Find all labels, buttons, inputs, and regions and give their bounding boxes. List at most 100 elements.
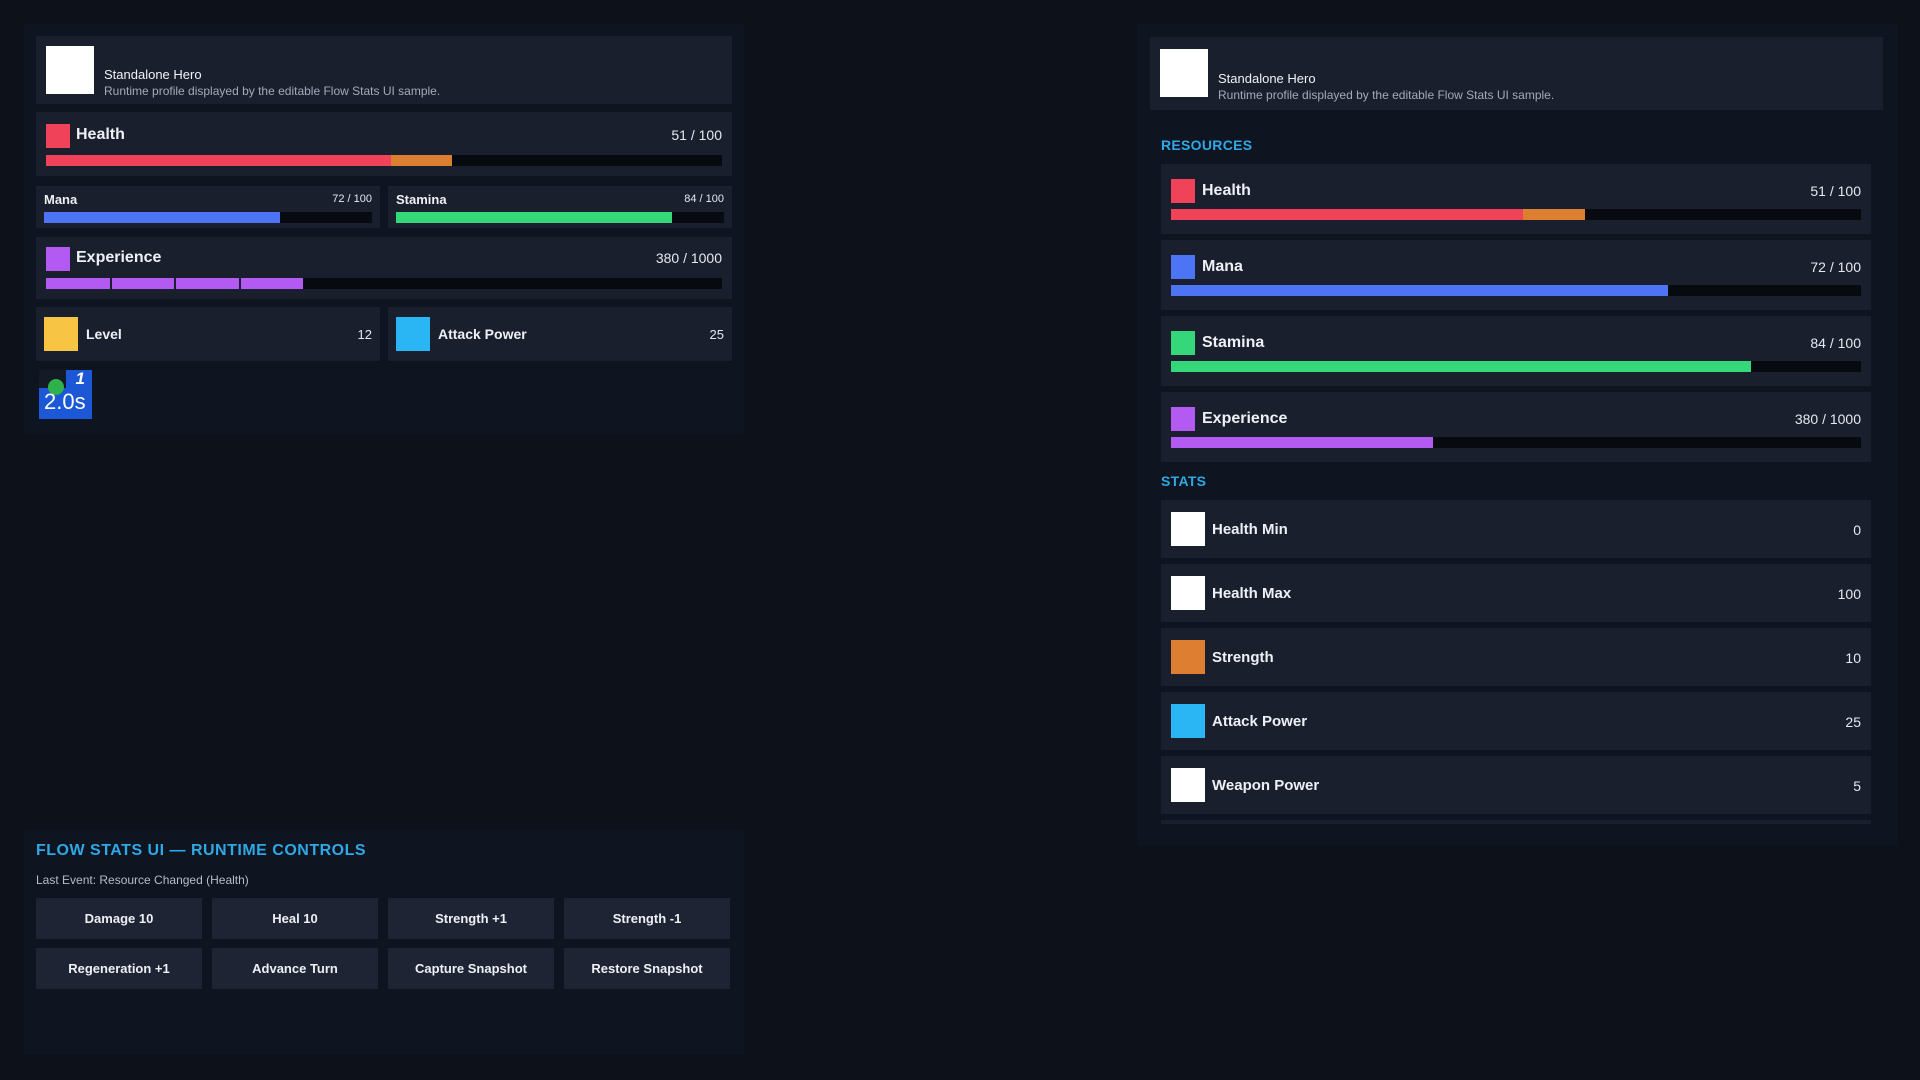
attack-power-icon <box>1171 704 1205 738</box>
compact-stats-panel: Standalone Hero Runtime profile displaye… <box>24 24 744 434</box>
experience-bar-segment-divider <box>110 278 113 289</box>
weapon-power-icon <box>1171 768 1205 802</box>
regeneration-icon <box>48 379 64 395</box>
capture-snapshot-button[interactable]: Capture Snapshot <box>388 948 554 989</box>
strength-decrease-button[interactable]: Strength -1 <box>564 898 730 939</box>
resource-bar-fill <box>1171 285 1668 296</box>
profile-description: Runtime profile displayed by the editabl… <box>104 84 441 98</box>
profile-header: Standalone Hero Runtime profile displaye… <box>36 36 732 104</box>
stat-row: Strength 10 <box>1161 628 1871 686</box>
health-max-icon <box>1171 576 1205 610</box>
mana-bar <box>44 212 372 223</box>
strength-icon <box>1171 640 1205 674</box>
mana-card: Mana 72 / 100 <box>36 186 380 228</box>
experience-icon <box>46 247 70 271</box>
avatar <box>46 46 94 94</box>
health-value: 51 / 100 <box>671 127 722 143</box>
mana-value: 72 / 100 <box>332 193 372 205</box>
health-bar-fill <box>46 155 391 166</box>
damage-button[interactable]: Damage 10 <box>36 898 202 939</box>
stamina-card: Stamina 84 / 100 <box>388 186 732 228</box>
resource-value: 51 / 100 <box>1810 183 1861 199</box>
stat-value: 25 <box>1845 714 1861 730</box>
health-icon <box>1171 179 1195 203</box>
resource-label: Health <box>1202 182 1251 199</box>
advance-turn-button[interactable]: Advance Turn <box>212 948 378 989</box>
resource-row: Stamina 84 / 100 <box>1161 316 1871 386</box>
stamina-label: Stamina <box>396 192 447 207</box>
profile-name: Standalone Hero <box>104 67 202 82</box>
resource-label: Mana <box>1202 258 1243 275</box>
stat-row: Weapon Power 5 <box>1161 756 1871 814</box>
mana-bar-fill <box>44 212 281 223</box>
stat-row: Health Min 0 <box>1161 500 1871 558</box>
resource-bar <box>1171 437 1861 448</box>
status-effect-badge[interactable]: 1 2.0s <box>39 370 92 419</box>
resource-bar <box>1171 361 1861 372</box>
badge-stack-count: 1 <box>75 370 85 388</box>
mana-icon <box>1171 255 1195 279</box>
resource-value: 72 / 100 <box>1810 259 1861 275</box>
experience-bar-segment-divider <box>238 278 241 289</box>
stat-row-clipped <box>1161 820 1871 824</box>
badge-duration: 2.0s <box>44 389 86 414</box>
stat-value: 10 <box>1845 650 1861 666</box>
stat-label: Attack Power <box>1212 713 1308 730</box>
resource-bar-fill <box>1171 209 1523 220</box>
detail-stats-panel: Standalone Hero Runtime profile displaye… <box>1137 24 1897 845</box>
resource-bar-fill <box>1171 437 1434 448</box>
stat-row: Health Max 100 <box>1161 564 1871 622</box>
attack-power-value: 25 <box>709 327 724 342</box>
stat-label: Strength <box>1212 649 1274 666</box>
health-bar-buff <box>390 155 452 166</box>
restore-snapshot-button[interactable]: Restore Snapshot <box>564 948 730 989</box>
resource-bar <box>1171 285 1861 296</box>
resource-bar-fill <box>1171 361 1751 372</box>
resource-bar <box>1171 209 1861 220</box>
stats-heading: STATS <box>1161 473 1207 489</box>
resource-bar-buff <box>1522 209 1585 220</box>
experience-label: Experience <box>76 249 162 266</box>
resources-heading: RESOURCES <box>1161 137 1253 153</box>
stat-label: Health Max <box>1212 585 1292 602</box>
health-card: Health 51 / 100 <box>36 112 732 176</box>
stamina-bar-fill <box>396 212 672 223</box>
stat-value: 0 <box>1853 522 1861 538</box>
level-icon <box>44 317 78 351</box>
resource-row: Experience 380 / 1000 <box>1161 392 1871 462</box>
stamina-bar <box>396 212 724 223</box>
attack-power-icon <box>396 317 430 351</box>
stat-value: 100 <box>1837 586 1861 602</box>
stat-row: Attack Power 25 <box>1161 692 1871 750</box>
detail-profile-name: Standalone Hero <box>1218 71 1316 86</box>
resource-label: Stamina <box>1202 334 1265 351</box>
experience-bar <box>46 278 722 289</box>
runtime-controls-panel: FLOW STATS UI — RUNTIME CONTROLS Last Ev… <box>24 830 744 1055</box>
stat-label: Health Min <box>1212 521 1288 538</box>
detail-profile-header: Standalone Hero Runtime profile displaye… <box>1150 37 1883 110</box>
heal-button[interactable]: Heal 10 <box>212 898 378 939</box>
attack-power-label: Attack Power <box>438 326 527 342</box>
resource-row: Health 51 / 100 <box>1161 164 1871 234</box>
level-value: 12 <box>357 327 372 342</box>
stat-value: 5 <box>1853 778 1861 794</box>
detail-profile-description: Runtime profile displayed by the editabl… <box>1218 88 1555 102</box>
regeneration-button[interactable]: Regeneration +1 <box>36 948 202 989</box>
resource-row: Mana 72 / 100 <box>1161 240 1871 310</box>
health-bar <box>46 155 722 166</box>
experience-value: 380 / 1000 <box>655 250 722 266</box>
experience-icon <box>1171 407 1195 431</box>
strength-increase-button[interactable]: Strength +1 <box>388 898 554 939</box>
resource-label: Experience <box>1202 410 1288 427</box>
last-event-text: Last Event: Resource Changed (Health) <box>36 873 249 887</box>
detail-avatar <box>1160 49 1208 97</box>
resource-value: 84 / 100 <box>1810 335 1861 351</box>
stamina-value: 84 / 100 <box>684 193 724 205</box>
level-label: Level <box>86 326 122 342</box>
mana-label: Mana <box>44 192 78 207</box>
experience-card: Experience 380 / 1000 <box>36 237 732 299</box>
health-label: Health <box>76 126 125 143</box>
health-min-icon <box>1171 512 1205 546</box>
level-card: Level 12 <box>36 307 380 361</box>
experience-bar-segment-divider <box>174 278 177 289</box>
